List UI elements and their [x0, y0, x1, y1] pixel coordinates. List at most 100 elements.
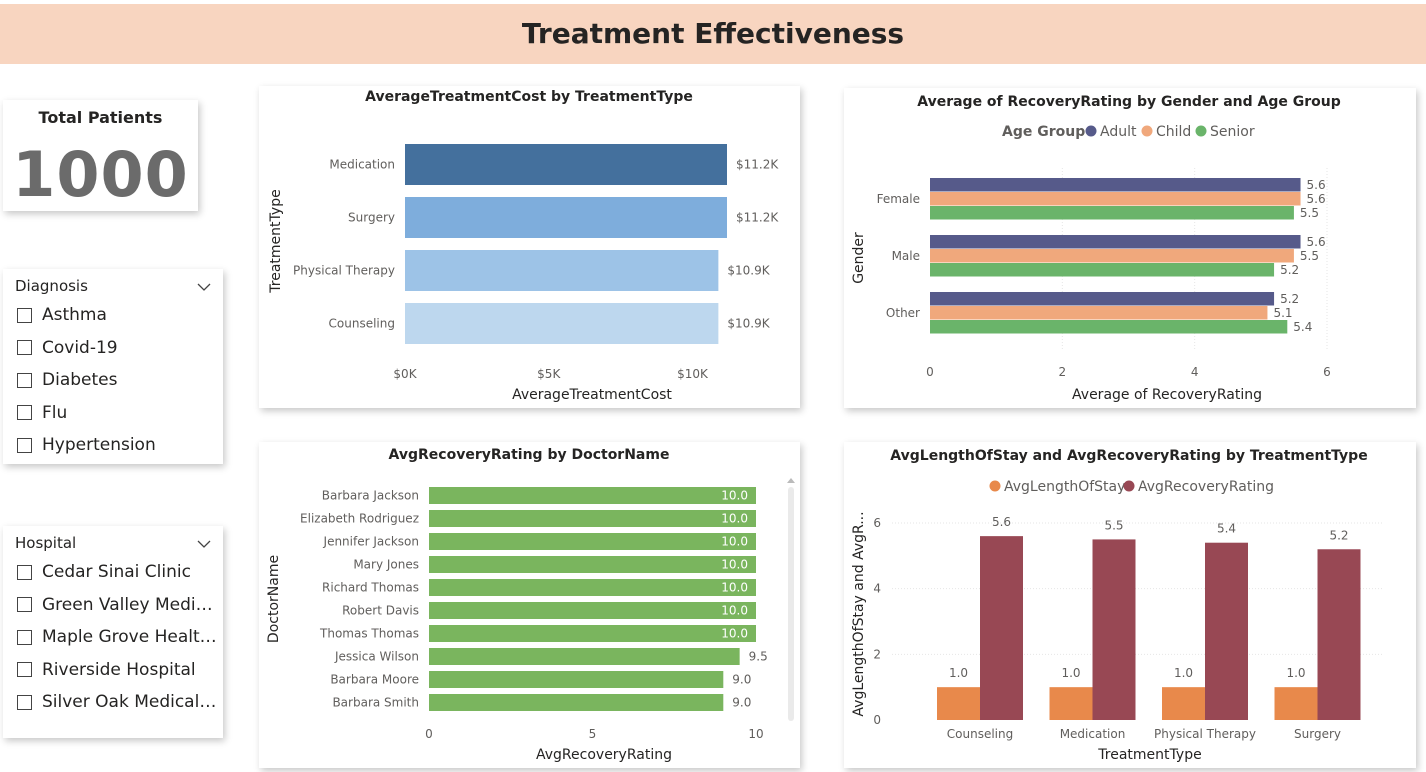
data-label: 1.0	[1286, 666, 1305, 680]
y-tick-label: Barbara Jackson	[322, 489, 419, 503]
bar	[405, 303, 719, 344]
y-tick-label: Robert Davis	[342, 604, 419, 618]
bar	[1205, 542, 1248, 720]
y-axis-title: AvgLengthOfStay and AvgR...	[851, 511, 867, 716]
data-label: 10.0	[721, 581, 748, 595]
checkbox[interactable]	[17, 372, 32, 388]
data-label: 5.1	[1273, 306, 1292, 320]
data-label: 1.0	[949, 666, 968, 680]
checkbox[interactable]	[17, 340, 32, 356]
checkbox[interactable]	[17, 629, 32, 645]
scrollbar-track[interactable]	[788, 487, 794, 721]
data-label: 10.0	[721, 535, 748, 549]
data-label: 5.5	[1300, 206, 1319, 220]
slicer-item[interactable]: Silver Oak Medical P...	[17, 686, 219, 719]
bar	[930, 178, 1301, 192]
bar	[1317, 549, 1361, 720]
checkbox[interactable]	[17, 405, 32, 421]
recovery-by-gender-chart[interactable]: Average of RecoveryRating by Gender and …	[844, 88, 1416, 408]
stay-and-recovery-chart[interactable]: AvgLengthOfStay and AvgRecoveryRating by…	[844, 442, 1416, 768]
bar	[930, 263, 1275, 277]
bar	[930, 235, 1301, 249]
data-label: 10.0	[721, 627, 748, 641]
data-label: 10.0	[721, 604, 748, 618]
x-tick-label: $10K	[677, 367, 709, 381]
x-tick-label: 10	[748, 727, 763, 741]
slicer-item[interactable]: Hypertension	[17, 429, 219, 462]
slicer-item[interactable]: Flu	[17, 397, 219, 430]
data-label: 5.6	[1307, 192, 1326, 206]
slicer-title: Hospital	[15, 534, 77, 552]
x-tick-label: Physical Therapy	[1154, 727, 1256, 741]
slicer-item[interactable]: Maple Grove Health...	[17, 621, 219, 654]
checkbox[interactable]	[17, 564, 32, 580]
x-tick-label: 0	[926, 365, 934, 379]
data-label: 10.0	[721, 512, 748, 526]
y-tick-label: Female	[877, 192, 920, 206]
y-tick-label: Counseling	[329, 317, 395, 331]
data-label: 9.5	[749, 650, 768, 664]
x-tick-label: $0K	[393, 367, 417, 381]
recovery-by-doctor-svg: AvgRecoveryRating by DoctorName Barbara J…	[266, 447, 795, 763]
checkbox[interactable]	[17, 662, 32, 678]
data-label: 5.2	[1329, 528, 1348, 542]
y-tick-label: Jennifer Jackson	[323, 535, 419, 549]
y-tick-label: Thomas Thomas	[319, 627, 419, 641]
bar	[980, 536, 1023, 720]
stay-and-recovery-svg: AvgLengthOfStay and AvgRecoveryRating by…	[851, 448, 1384, 763]
checkbox[interactable]	[17, 694, 32, 710]
treatment-cost-chart[interactable]: AverageTreatmentCost by TreatmentType Med…	[259, 86, 800, 408]
slicer-item[interactable]: Covid-19	[17, 332, 219, 365]
recovery-by-doctor-chart[interactable]: AvgRecoveryRating by DoctorName Barbara J…	[259, 442, 800, 768]
y-tick-label: 4	[873, 582, 881, 596]
legend-title: Age Group	[1002, 124, 1085, 140]
slicer-item[interactable]: Riverside Hospital	[17, 654, 219, 687]
bar	[429, 671, 724, 688]
total-patients-card[interactable]: Total Patients 1000	[3, 100, 198, 211]
x-axis-title: TreatmentType	[1097, 747, 1201, 763]
x-tick-label: 2	[1059, 365, 1067, 379]
data-label: 5.4	[1293, 320, 1312, 334]
checkbox[interactable]	[17, 307, 32, 323]
x-tick-label: 4	[1191, 365, 1199, 379]
data-label: 5.2	[1280, 292, 1299, 306]
data-label: 5.5	[1104, 518, 1123, 532]
chart-title: AvgRecoveryRating by DoctorName	[389, 447, 670, 463]
bar	[937, 687, 980, 720]
slicer-item-label: Green Valley Medica...	[42, 594, 219, 615]
checkbox[interactable]	[17, 437, 32, 453]
legend-label: Adult	[1100, 124, 1137, 140]
slicer-item[interactable]: Green Valley Medica...	[17, 589, 219, 622]
bar	[930, 192, 1301, 206]
checkbox[interactable]	[17, 597, 32, 613]
chevron-down-icon[interactable]	[197, 277, 211, 296]
recovery-by-gender-svg: Average of RecoveryRating by Gender and …	[851, 94, 1341, 403]
legend-label: AvgRecoveryRating	[1138, 479, 1274, 495]
legend-label: Child	[1156, 124, 1191, 140]
chevron-down-icon[interactable]	[197, 534, 211, 553]
slicer-item[interactable]: Diabetes	[17, 364, 219, 397]
slicer-item[interactable]: Cedar Sinai Clinic	[17, 556, 219, 589]
dashboard-header: Treatment Effectiveness	[0, 4, 1426, 64]
bar	[405, 197, 727, 238]
y-tick-label: Other	[886, 306, 920, 320]
legend-marker	[1123, 480, 1135, 492]
slicer-item-label: Covid-19	[42, 337, 118, 358]
slicer-list: Cedar Sinai Clinic Green Valley Medica...…	[17, 556, 219, 719]
legend-marker	[1195, 125, 1207, 137]
slicer-item[interactable]: Asthma	[17, 299, 219, 332]
slicer-title: Diagnosis	[15, 277, 88, 295]
bar	[429, 510, 756, 527]
bar	[1092, 539, 1136, 720]
bar	[1049, 687, 1093, 720]
y-tick-label: 2	[873, 647, 881, 661]
legend-label: AvgLengthOfStay	[1004, 479, 1125, 495]
slicer-item-label: Hypertension	[42, 435, 156, 456]
x-tick-label: 0	[425, 727, 433, 741]
x-tick-label: Medication	[1060, 727, 1126, 741]
data-label: 10.0	[721, 489, 748, 503]
bar	[930, 249, 1294, 263]
y-tick-label: Mary Jones	[353, 558, 419, 572]
data-label: 10.0	[721, 558, 748, 572]
bar	[429, 648, 740, 665]
